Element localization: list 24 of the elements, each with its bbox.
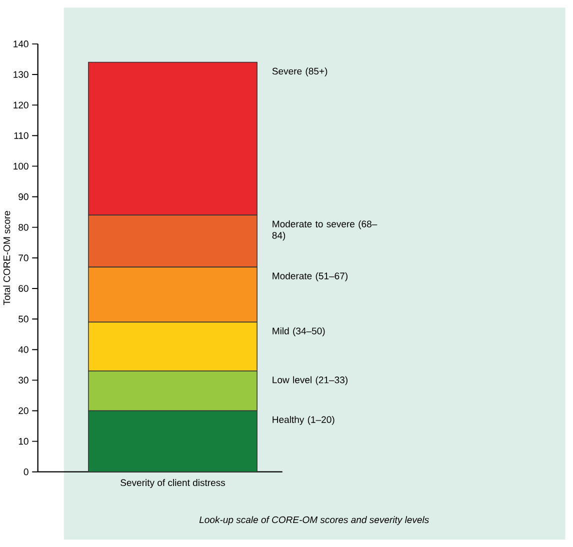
y-tick-label: 10	[18, 438, 28, 445]
y-tick-label: 140	[14, 40, 28, 48]
text: Look-up scale of CORE-OM scores and severity levels	[199, 516, 429, 525]
y-tick-label: 130	[14, 70, 28, 78]
y-tick-label: 20	[18, 407, 28, 414]
y-tick-label: 90	[18, 193, 28, 200]
y-tick-label: 0	[24, 468, 28, 476]
series-label: Low level (21–33)	[272, 376, 348, 385]
x-tick-label: Severity of client distress	[120, 478, 226, 488]
y-tick-label: 40	[18, 346, 28, 353]
y-tick-label: 110	[14, 132, 28, 139]
series-label: Moderate (51–67)	[272, 272, 348, 282]
y-tick-label: 60	[18, 284, 28, 292]
y-tick-label: 100	[14, 162, 28, 170]
series-label: Mild (34–50)	[272, 327, 325, 336]
y-tick-label: 80	[18, 224, 28, 231]
y-tick-label: 50	[18, 316, 28, 322]
y-tick-label: 120	[14, 102, 28, 108]
y-tick-label: 70	[18, 254, 28, 262]
series-label: Healthy (1–20)	[272, 416, 334, 425]
y-tick-label: 30	[18, 376, 28, 384]
series-label: Moderate to severe (68–84)	[272, 220, 378, 241]
y-axis-title: Total CORE-OM score	[3, 210, 10, 305]
series-label: Severe (85+)	[272, 67, 328, 76]
